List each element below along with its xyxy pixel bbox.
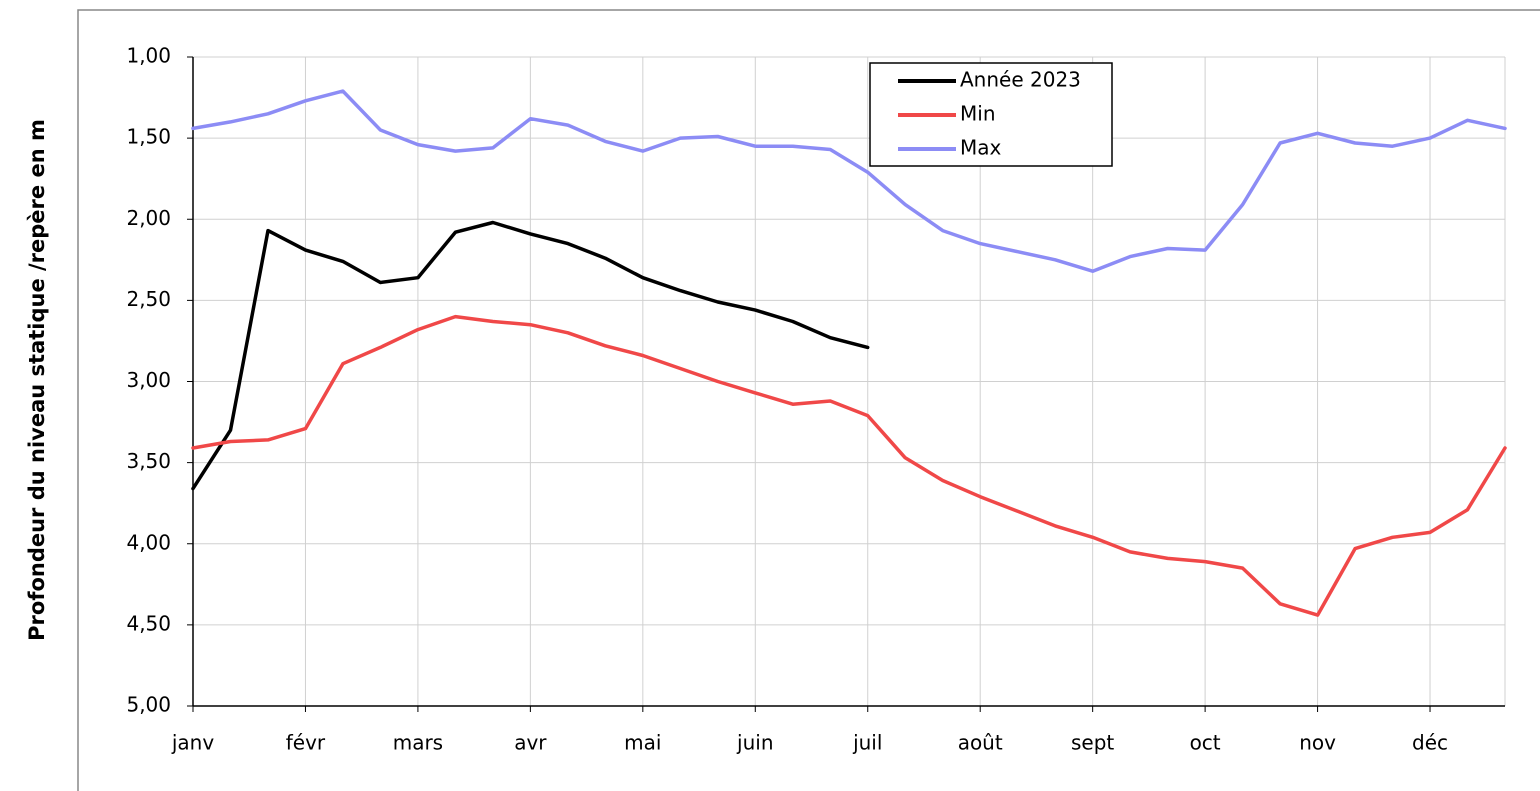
legend-label: Min (960, 102, 996, 126)
x-tick-label: déc (1412, 731, 1448, 755)
x-tick-label: mars (393, 731, 443, 755)
y-tick-label: 3,00 (126, 368, 171, 392)
x-tick-label: sept (1071, 731, 1114, 755)
x-tick-label: mai (624, 731, 661, 755)
legend-label: Année 2023 (960, 68, 1081, 92)
x-tick-label: févr (286, 731, 326, 755)
x-tick-label: janv (171, 731, 214, 755)
y-tick-label: 3,50 (126, 449, 171, 473)
y-tick-label: 5,00 (126, 693, 171, 717)
y-tick-label: 1,50 (126, 125, 171, 149)
series-line (191, 314, 1507, 617)
y-tick-label: 4,50 (126, 611, 171, 635)
x-tick-label: juin (736, 731, 773, 755)
y-tick-label: 2,50 (126, 287, 171, 311)
x-tick-label: oct (1190, 731, 1221, 755)
series-line (191, 89, 1507, 273)
legend-label: Max (960, 136, 1002, 160)
y-tick-label: 1,00 (126, 44, 171, 68)
series-line (191, 220, 870, 491)
y-tick-label: 2,00 (126, 206, 171, 230)
x-tick-label: nov (1299, 731, 1336, 755)
x-tick-label: avr (514, 731, 547, 755)
y-tick-label: 4,00 (126, 530, 171, 554)
y-axis-label: Profondeur du niveau statique /repère en… (25, 119, 49, 641)
x-tick-label: août (958, 731, 1003, 755)
x-tick-label: juil (852, 731, 882, 755)
frame (77, 9, 1540, 791)
